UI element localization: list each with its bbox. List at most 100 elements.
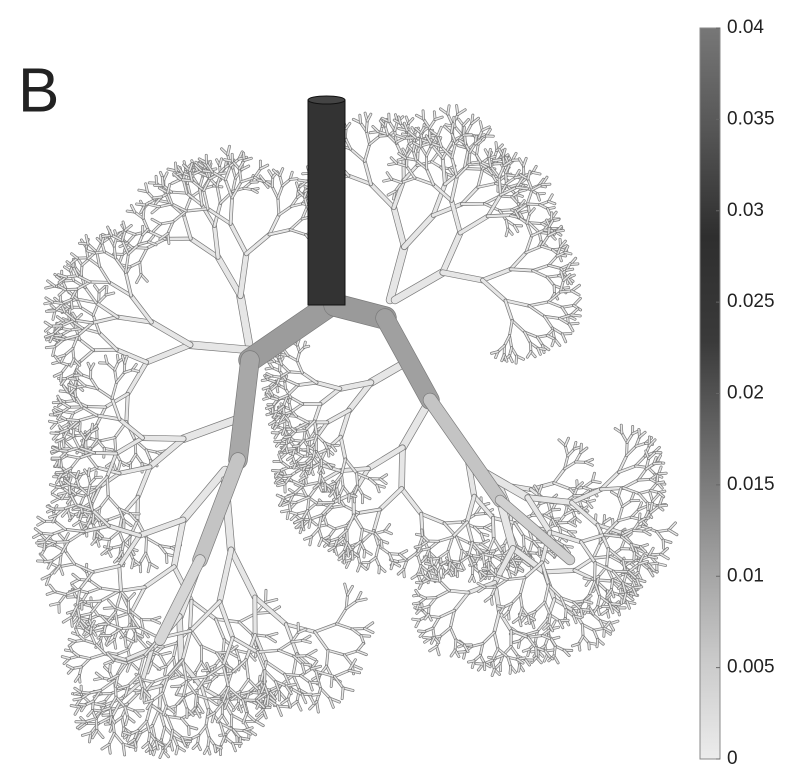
airway [462, 187, 478, 204]
airway [77, 379, 84, 386]
airway [61, 365, 67, 373]
airway [335, 670, 349, 676]
airway [140, 553, 146, 563]
airway [557, 230, 564, 231]
airway [504, 336, 509, 346]
airway [443, 233, 461, 273]
airway [136, 454, 142, 463]
airway [335, 677, 344, 688]
airway [87, 406, 106, 407]
airway [366, 121, 367, 131]
airway [311, 529, 318, 537]
airway [500, 210, 512, 211]
airway [184, 215, 191, 239]
airway [429, 120, 435, 129]
airway [93, 514, 94, 522]
airway [402, 489, 422, 514]
airway [539, 548, 540, 554]
airway [278, 198, 279, 215]
airway [511, 253, 526, 270]
airway [88, 469, 89, 475]
airway [240, 680, 249, 692]
airway [110, 665, 111, 672]
airway [220, 550, 231, 602]
airway [533, 265, 549, 270]
airway [368, 448, 402, 469]
airway [420, 139, 421, 146]
airway [126, 394, 127, 422]
airway [215, 745, 216, 751]
airway [80, 340, 94, 351]
airway [278, 186, 283, 198]
airway [96, 718, 97, 730]
airway [66, 551, 75, 564]
airway [130, 262, 140, 267]
airway [465, 137, 466, 144]
airway [352, 552, 353, 560]
airway [85, 601, 100, 602]
airway [483, 280, 506, 300]
figure: B 00.0050.010.0150.020.0250.030.0350.04 [0, 0, 801, 771]
airway [231, 198, 233, 224]
airway [404, 215, 433, 246]
airway [216, 619, 225, 640]
airway [97, 389, 112, 399]
airway [549, 256, 557, 265]
airway [239, 622, 252, 635]
airway [246, 234, 269, 253]
airway [109, 624, 121, 629]
airway [101, 680, 115, 690]
airway [542, 184, 550, 185]
airway [137, 497, 138, 521]
airway [151, 322, 190, 345]
airway [371, 184, 394, 207]
airway [127, 234, 135, 242]
airway [128, 362, 147, 394]
airway [131, 454, 136, 462]
airway [156, 176, 157, 183]
airway [529, 306, 544, 317]
airway [100, 497, 108, 508]
airway [301, 676, 310, 683]
airway [79, 704, 85, 705]
airway [488, 215, 513, 216]
airway [140, 520, 184, 536]
airway [516, 356, 517, 363]
airway [97, 425, 98, 440]
airway [117, 373, 125, 383]
airway [231, 224, 247, 254]
airway [73, 436, 79, 447]
airway [199, 726, 206, 735]
airway [344, 506, 358, 513]
airway [59, 441, 60, 448]
airway [370, 136, 380, 144]
airway [59, 594, 66, 603]
airway [202, 646, 217, 653]
airway [190, 601, 191, 629]
airway [218, 257, 240, 296]
airway [290, 179, 297, 180]
airway [395, 273, 443, 301]
airway [54, 335, 61, 336]
airway [81, 265, 82, 275]
airway [146, 538, 147, 553]
airway [348, 548, 349, 556]
airway [153, 197, 161, 198]
airway [554, 483, 570, 489]
airway [381, 541, 382, 547]
airway [51, 433, 58, 434]
airway [219, 173, 226, 174]
airway [132, 587, 145, 612]
airway [182, 718, 189, 726]
airway [147, 538, 160, 546]
airway [55, 521, 65, 529]
airway [293, 675, 299, 689]
airway [94, 453, 116, 454]
airway [240, 296, 250, 350]
airway [93, 566, 119, 572]
airway [78, 415, 96, 420]
airway [195, 662, 201, 672]
airway [103, 715, 110, 716]
airway [147, 345, 191, 362]
airway [240, 254, 246, 296]
